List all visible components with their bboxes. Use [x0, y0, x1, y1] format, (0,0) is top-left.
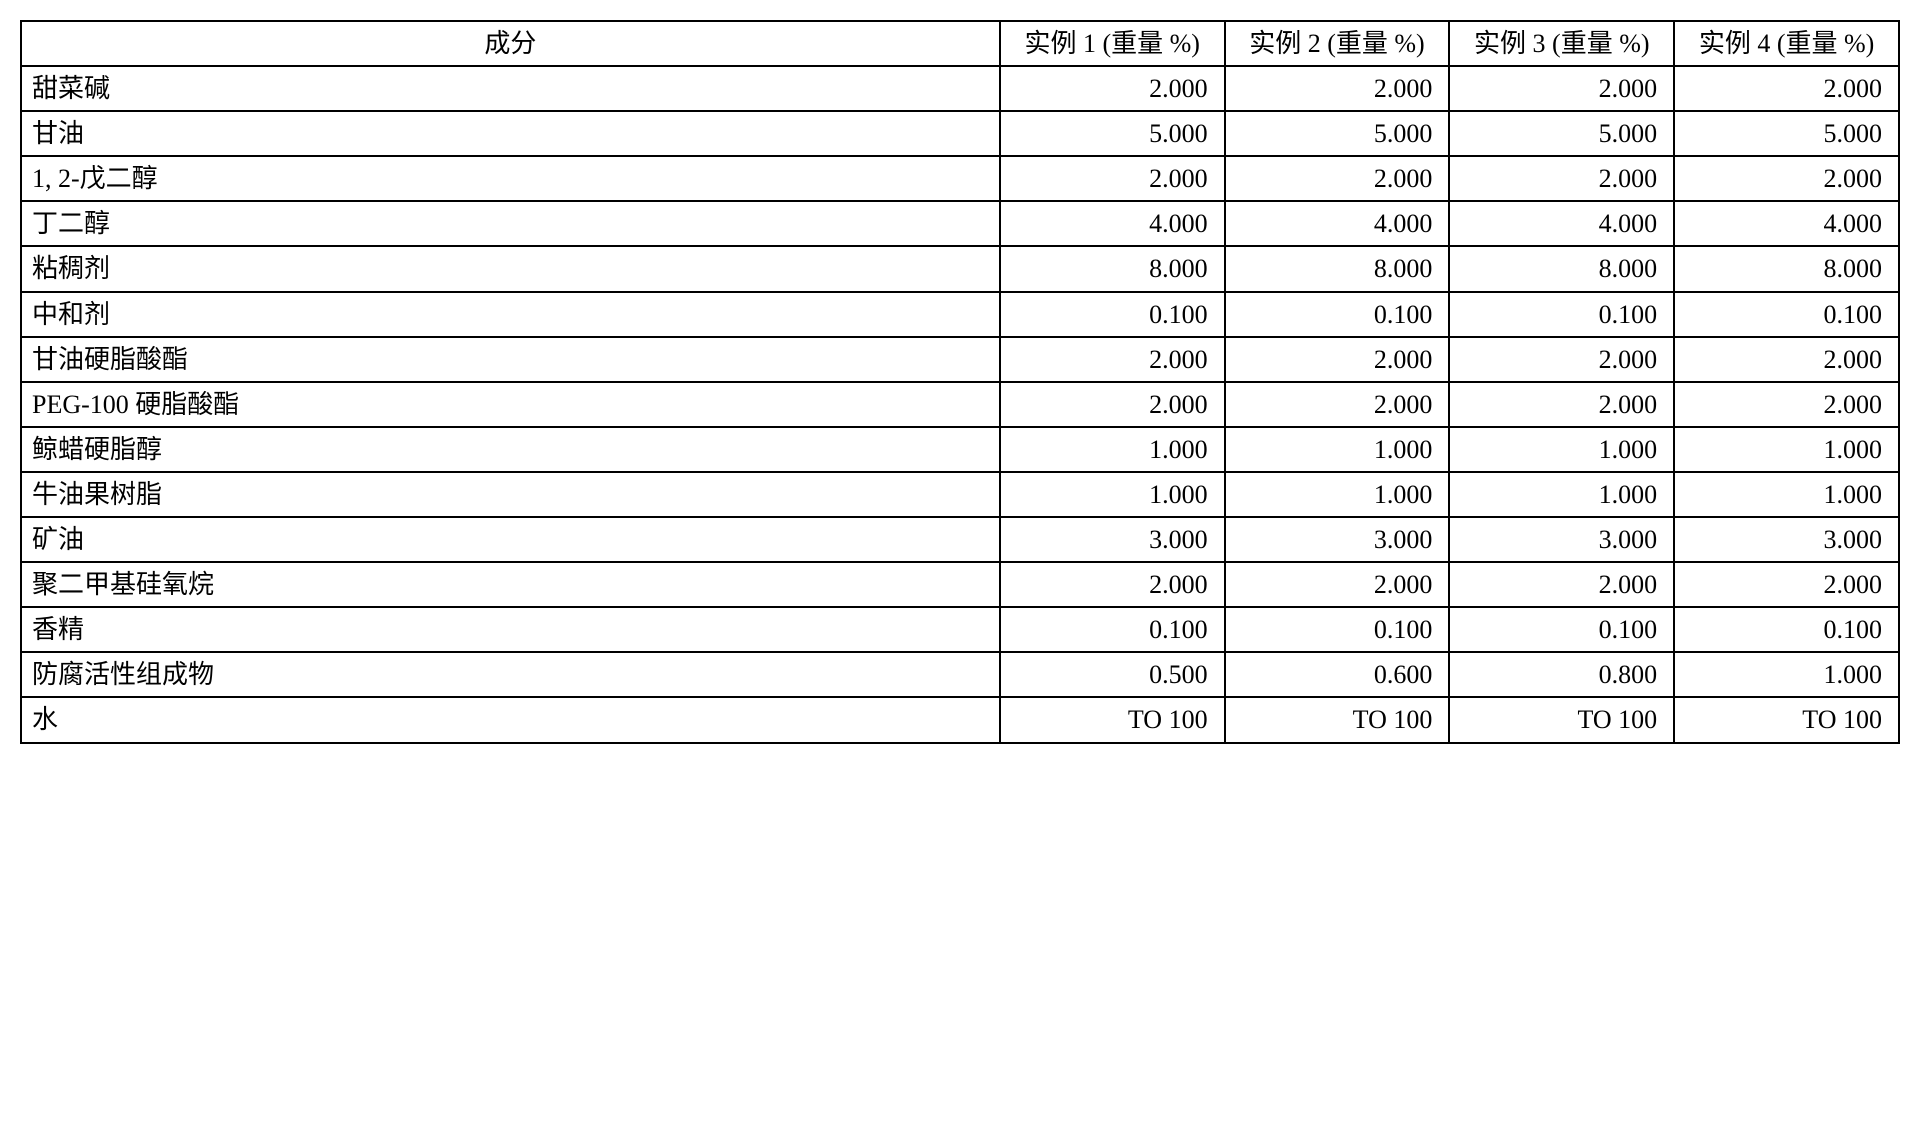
value-cell: 2.000: [1000, 66, 1225, 111]
value-cell: 1.000: [1449, 427, 1674, 472]
ingredient-cell: PEG-100 硬脂酸酯: [21, 382, 1000, 427]
value-cell: 2.000: [1449, 66, 1674, 111]
composition-table: 成分 实例 1 (重量 %) 实例 2 (重量 %) 实例 3 (重量 %) 实…: [20, 20, 1900, 744]
value-cell: 2.000: [1674, 382, 1899, 427]
table-row: PEG-100 硬脂酸酯2.0002.0002.0002.000: [21, 382, 1899, 427]
value-cell: 2.000: [1674, 337, 1899, 382]
value-cell: 5.000: [1225, 111, 1450, 156]
value-cell: 2.000: [1225, 156, 1450, 201]
table-row: 水TO 100TO 100TO 100TO 100: [21, 697, 1899, 742]
ingredient-cell: 甜菜碱: [21, 66, 1000, 111]
value-cell: 3.000: [1674, 517, 1899, 562]
value-cell: 0.100: [1674, 607, 1899, 652]
value-cell: 8.000: [1000, 246, 1225, 291]
table-row: 甘油硬脂酸酯2.0002.0002.0002.000: [21, 337, 1899, 382]
value-cell: 2.000: [1449, 337, 1674, 382]
value-cell: 2.000: [1225, 562, 1450, 607]
ingredient-cell: 甘油: [21, 111, 1000, 156]
header-example-1: 实例 1 (重量 %): [1000, 21, 1225, 66]
value-cell: 4.000: [1674, 201, 1899, 246]
value-cell: TO 100: [1225, 697, 1450, 742]
value-cell: 2.000: [1000, 156, 1225, 201]
header-example-4: 实例 4 (重量 %): [1674, 21, 1899, 66]
table-row: 甜菜碱2.0002.0002.0002.000: [21, 66, 1899, 111]
value-cell: 0.100: [1000, 607, 1225, 652]
value-cell: 0.100: [1674, 292, 1899, 337]
table-row: 矿油3.0003.0003.0003.000: [21, 517, 1899, 562]
value-cell: 2.000: [1225, 66, 1450, 111]
value-cell: 5.000: [1449, 111, 1674, 156]
ingredient-cell: 矿油: [21, 517, 1000, 562]
table-row: 防腐活性组成物0.5000.6000.8001.000: [21, 652, 1899, 697]
value-cell: 1.000: [1000, 472, 1225, 517]
value-cell: TO 100: [1000, 697, 1225, 742]
value-cell: 1.000: [1225, 472, 1450, 517]
ingredient-cell: 鲸蜡硬脂醇: [21, 427, 1000, 472]
table-row: 丁二醇4.0004.0004.0004.000: [21, 201, 1899, 246]
value-cell: 1.000: [1449, 472, 1674, 517]
value-cell: 0.100: [1225, 607, 1450, 652]
value-cell: 2.000: [1225, 382, 1450, 427]
value-cell: 1.000: [1225, 427, 1450, 472]
table-row: 聚二甲基硅氧烷2.0002.0002.0002.000: [21, 562, 1899, 607]
table-row: 鲸蜡硬脂醇1.0001.0001.0001.000: [21, 427, 1899, 472]
value-cell: TO 100: [1449, 697, 1674, 742]
value-cell: 2.000: [1225, 337, 1450, 382]
header-example-2: 实例 2 (重量 %): [1225, 21, 1450, 66]
header-ingredient: 成分: [21, 21, 1000, 66]
value-cell: 8.000: [1225, 246, 1450, 291]
value-cell: 1.000: [1000, 427, 1225, 472]
value-cell: 1.000: [1674, 427, 1899, 472]
table-row: 中和剂0.1000.1000.1000.100: [21, 292, 1899, 337]
ingredient-cell: 香精: [21, 607, 1000, 652]
value-cell: 8.000: [1674, 246, 1899, 291]
value-cell: 0.100: [1449, 292, 1674, 337]
value-cell: 1.000: [1674, 652, 1899, 697]
value-cell: 0.600: [1225, 652, 1450, 697]
value-cell: 2.000: [1000, 562, 1225, 607]
ingredient-cell: 1, 2-戊二醇: [21, 156, 1000, 201]
value-cell: 2.000: [1674, 156, 1899, 201]
table-body: 甜菜碱2.0002.0002.0002.000甘油5.0005.0005.000…: [21, 66, 1899, 742]
value-cell: 2.000: [1449, 156, 1674, 201]
value-cell: 2.000: [1674, 66, 1899, 111]
value-cell: 3.000: [1225, 517, 1450, 562]
ingredient-cell: 牛油果树脂: [21, 472, 1000, 517]
value-cell: 5.000: [1000, 111, 1225, 156]
value-cell: 4.000: [1000, 201, 1225, 246]
value-cell: 5.000: [1674, 111, 1899, 156]
value-cell: 3.000: [1449, 517, 1674, 562]
ingredient-cell: 防腐活性组成物: [21, 652, 1000, 697]
value-cell: 4.000: [1449, 201, 1674, 246]
ingredient-cell: 水: [21, 697, 1000, 742]
header-example-3: 实例 3 (重量 %): [1449, 21, 1674, 66]
value-cell: 0.100: [1449, 607, 1674, 652]
ingredient-cell: 甘油硬脂酸酯: [21, 337, 1000, 382]
value-cell: 2.000: [1449, 382, 1674, 427]
header-row: 成分 实例 1 (重量 %) 实例 2 (重量 %) 实例 3 (重量 %) 实…: [21, 21, 1899, 66]
value-cell: TO 100: [1674, 697, 1899, 742]
table-row: 甘油5.0005.0005.0005.000: [21, 111, 1899, 156]
value-cell: 8.000: [1449, 246, 1674, 291]
value-cell: 2.000: [1000, 337, 1225, 382]
table-row: 1, 2-戊二醇2.0002.0002.0002.000: [21, 156, 1899, 201]
table-row: 香精0.1000.1000.1000.100: [21, 607, 1899, 652]
value-cell: 0.800: [1449, 652, 1674, 697]
ingredient-cell: 丁二醇: [21, 201, 1000, 246]
ingredient-cell: 聚二甲基硅氧烷: [21, 562, 1000, 607]
value-cell: 2.000: [1674, 562, 1899, 607]
ingredient-cell: 中和剂: [21, 292, 1000, 337]
value-cell: 4.000: [1225, 201, 1450, 246]
value-cell: 3.000: [1000, 517, 1225, 562]
value-cell: 1.000: [1674, 472, 1899, 517]
value-cell: 2.000: [1000, 382, 1225, 427]
value-cell: 0.500: [1000, 652, 1225, 697]
table-row: 牛油果树脂1.0001.0001.0001.000: [21, 472, 1899, 517]
ingredient-cell: 粘稠剂: [21, 246, 1000, 291]
value-cell: 0.100: [1000, 292, 1225, 337]
table-row: 粘稠剂8.0008.0008.0008.000: [21, 246, 1899, 291]
value-cell: 2.000: [1449, 562, 1674, 607]
value-cell: 0.100: [1225, 292, 1450, 337]
